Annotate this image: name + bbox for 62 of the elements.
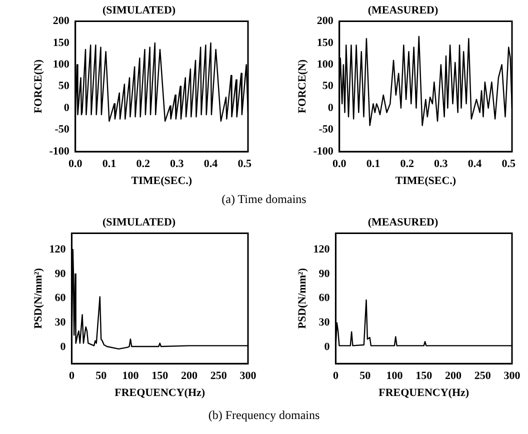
x-tick-label: 0.0 [68, 158, 83, 170]
x-tick-label: 0.5 [238, 158, 252, 170]
y-tick-label: 0 [324, 341, 330, 354]
y-tick-label: -100 [49, 145, 70, 158]
x-tick-label: 0.2 [400, 158, 414, 170]
y-tick-label: 150 [316, 36, 334, 49]
y-tick-label: 30 [318, 316, 330, 329]
x-tick-label: 50 [96, 370, 108, 382]
x-tick-label: 200 [444, 370, 462, 382]
y-axis-title: FORCE(N) [32, 59, 44, 114]
y-axis-title: PSD(N/mm²) [296, 268, 308, 329]
y-tick-label: 150 [52, 36, 70, 49]
text: (b) Frequency domains [207, 408, 321, 423]
chart-title: (SIMULATED) [102, 216, 176, 228]
y-tick-label: 200 [52, 15, 70, 28]
y-tick-label: 0 [64, 102, 70, 114]
y-tick-label: 90 [318, 268, 330, 280]
y-tick-label: 120 [49, 243, 66, 256]
chart-title: (MEASURED) [368, 4, 438, 16]
x-tick-label: 100 [122, 370, 140, 382]
x-tick-label: 0.1 [102, 158, 116, 170]
x-tick-label: 0.3 [170, 158, 184, 170]
y-tick-label: 90 [54, 268, 66, 280]
x-tick-label: 50 [360, 370, 372, 382]
y-tick-label: 200 [316, 15, 334, 28]
y-tick-label: -50 [318, 124, 334, 136]
x-axis-title: FREQUENCY(Hz) [114, 387, 206, 400]
y-tick-label: 60 [54, 292, 66, 304]
y-tick-label: 50 [322, 80, 334, 92]
y-tick-label: 60 [318, 292, 330, 304]
x-axis-title: TIME(SEC.) [131, 175, 192, 188]
x-tick-label: 0.1 [366, 158, 380, 170]
x-tick-label: 250 [474, 370, 492, 382]
y-tick-label: -50 [54, 124, 70, 136]
chart-title: (SIMULATED) [102, 4, 176, 16]
x-tick-label: 250 [210, 370, 228, 382]
x-axis-title: FREQUENCY(Hz) [378, 387, 470, 400]
x-tick-label: 0.5 [502, 158, 516, 170]
y-axis-title: PSD(N/mm²) [32, 268, 44, 329]
x-tick-label: 150 [152, 370, 169, 382]
y-axis-title: FORCE(N) [296, 59, 308, 114]
y-tick-label: 0 [60, 341, 66, 354]
x-tick-label: 150 [416, 370, 433, 382]
x-tick-label: 200 [180, 370, 198, 382]
x-tick-label: 0.2 [136, 158, 150, 170]
y-tick-label: 50 [58, 80, 70, 92]
x-tick-label: 300 [240, 370, 257, 382]
x-axis-title: TIME(SEC.) [395, 175, 456, 188]
x-tick-label: 0.4 [468, 158, 482, 170]
y-tick-label: 100 [316, 58, 334, 71]
x-tick-label: 0.4 [204, 158, 218, 170]
text: (a) Time domains [220, 192, 308, 207]
y-tick-label: 120 [313, 243, 330, 256]
chart-title: (MEASURED) [368, 216, 438, 228]
x-tick-label: 300 [504, 370, 521, 382]
y-tick-label: -100 [313, 145, 334, 158]
y-tick-label: 100 [52, 58, 70, 71]
y-tick-label: 0 [328, 102, 334, 114]
x-tick-label: 0.3 [434, 158, 448, 170]
x-tick-label: 100 [386, 370, 404, 382]
y-tick-label: 30 [54, 316, 66, 329]
x-tick-label: 0.0 [332, 158, 347, 170]
